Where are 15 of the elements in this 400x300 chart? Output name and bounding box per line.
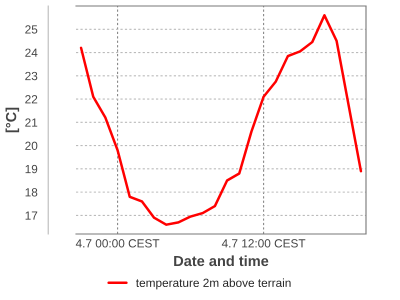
x-axis-title: Date and time — [174, 255, 268, 266]
y-tick-label: 17 — [26, 212, 38, 220]
y-tick-label: 23 — [25, 72, 38, 80]
y-tick-label: 22 — [25, 95, 38, 104]
line-series — [80, 14, 362, 226]
legend-label: temperature 2m above terrain — [136, 278, 291, 290]
y-axis-title: [°C] — [6, 108, 20, 132]
y-tick-label: 25 — [25, 25, 38, 34]
x-tick-label: 4.7 00:00 CEST — [76, 239, 160, 248]
y-tick-label: 20 — [25, 142, 38, 150]
x-tick-label: 4.7 12:00 CEST — [222, 239, 306, 248]
y-tick-label: 21 — [25, 118, 38, 127]
y-tick-label: 24 — [25, 48, 38, 57]
y-tick-label: 19 — [26, 164, 38, 174]
y-tick-label: 18 — [26, 188, 38, 197]
